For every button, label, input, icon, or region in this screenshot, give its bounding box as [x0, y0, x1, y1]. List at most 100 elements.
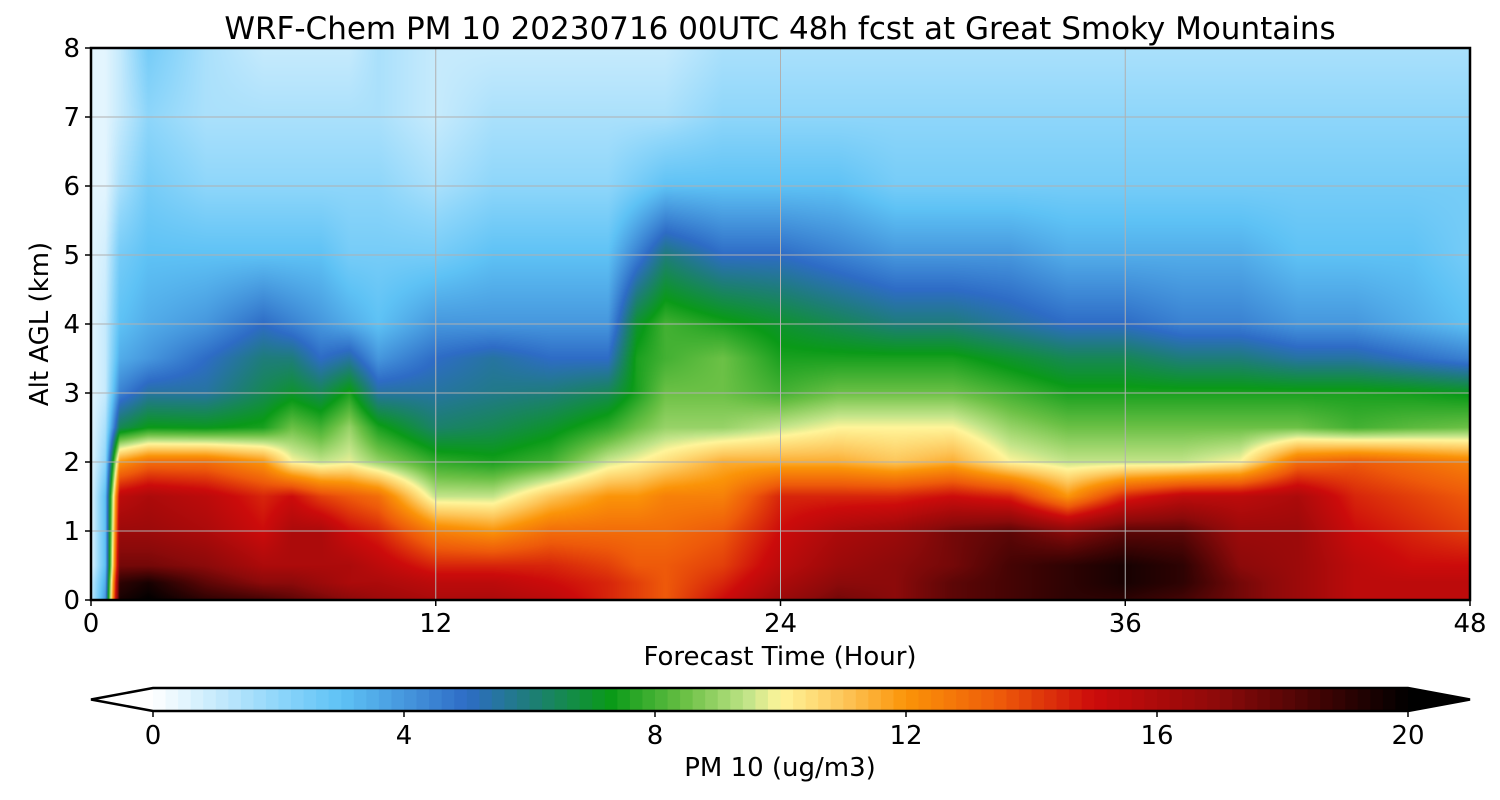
colorbar-segment — [780, 688, 794, 711]
colorbar-segment — [228, 688, 242, 711]
colorbar-segment — [1345, 688, 1359, 711]
colorbar-segment — [968, 688, 982, 711]
colorbar-segment — [366, 688, 380, 711]
colorbar-tick-label: 20 — [1391, 721, 1424, 751]
colorbar-segment — [341, 688, 355, 711]
colorbar-segment — [278, 688, 292, 711]
colorbar-segment — [805, 688, 819, 711]
colorbar-segment — [1157, 688, 1171, 711]
colorbar-segment — [793, 688, 807, 711]
colorbar-extend-high — [1408, 688, 1470, 711]
colorbar-segment — [429, 688, 443, 711]
y-tick-label: 6 — [63, 172, 80, 202]
colorbar-extend-low — [91, 688, 153, 711]
colorbar-segment — [667, 688, 681, 711]
colorbar-segment — [1031, 688, 1045, 711]
colorbar-tick-label: 4 — [396, 721, 413, 751]
colorbar-segment — [880, 688, 895, 711]
colorbar-segment — [529, 688, 543, 711]
colorbar-segment — [316, 688, 330, 711]
x-tick-label: 0 — [83, 609, 100, 639]
y-tick-label: 8 — [63, 34, 80, 64]
colorbar-segment — [1006, 688, 1020, 711]
colorbar-segment — [542, 688, 556, 711]
colorbar-segment — [843, 688, 857, 711]
colorbar-segment — [291, 688, 305, 711]
colorbar-segment — [1207, 688, 1221, 711]
colorbar-segment — [717, 688, 731, 711]
colorbar-segment — [1182, 688, 1196, 711]
colorbar-segment — [178, 688, 192, 711]
colorbar-segment — [1332, 688, 1346, 711]
colorbar-segment — [742, 688, 756, 711]
y-tick-label: 5 — [63, 241, 80, 271]
colorbar-segment — [1018, 688, 1033, 711]
colorbar-segment — [629, 688, 644, 711]
colorbar-segment — [1382, 688, 1397, 711]
colorbar-segment — [441, 688, 455, 711]
colorbar-segment — [353, 688, 367, 711]
chart-title: WRF-Chem PM 10 20230716 00UTC 48h fcst a… — [224, 11, 1335, 47]
colorbar-segment — [1169, 688, 1183, 711]
colorbar-segment — [592, 688, 606, 711]
colorbar-segment — [1269, 688, 1284, 711]
colorbar-ticks: 0 4 8 12 16 20 — [145, 711, 1425, 751]
colorbar-segment — [931, 688, 945, 711]
y-tick-label: 3 — [63, 379, 80, 409]
colorbar-segment — [1307, 688, 1321, 711]
colorbar-segment — [767, 688, 782, 711]
colorbar-segment — [830, 688, 844, 711]
colorbar-segment — [943, 688, 957, 711]
y-axis-label: Alt AGL (km) — [25, 242, 55, 406]
colorbar-tick-label: 0 — [145, 721, 162, 751]
colorbar-segment — [1094, 688, 1108, 711]
colorbar-segment — [906, 688, 920, 711]
colorbar-segment — [981, 688, 995, 711]
y-tick-label: 2 — [63, 448, 80, 478]
x-axis-ticks: 0 12 24 36 48 — [83, 600, 1487, 639]
colorbar-segment — [253, 688, 267, 711]
colorbar-segment — [378, 688, 393, 711]
x-tick-label: 24 — [764, 609, 797, 639]
colorbar-segment — [868, 688, 882, 711]
colorbar-segment — [1081, 688, 1095, 711]
colorbar-segment — [1144, 688, 1158, 711]
colorbar-segment — [303, 688, 317, 711]
y-tick-label: 1 — [63, 517, 80, 547]
colorbar-segment — [818, 688, 832, 711]
colorbar-segment — [1119, 688, 1133, 711]
y-axis-ticks: 0 1 2 3 4 5 6 7 8 — [63, 34, 91, 616]
colorbar-segment — [240, 688, 254, 711]
colorbar-segment — [554, 688, 568, 711]
colorbar-segment — [1244, 688, 1258, 711]
colorbar-segment — [416, 688, 430, 711]
colorbar-segment — [1069, 688, 1083, 711]
x-tick-label: 48 — [1453, 609, 1486, 639]
colorbar-segment — [680, 688, 694, 711]
colorbar-segment — [328, 688, 342, 711]
colorbar-segment — [1194, 688, 1208, 711]
colorbar-segment — [642, 688, 656, 711]
colorbar-segment — [265, 688, 280, 711]
colorbar-segment — [215, 688, 229, 711]
colorbar-segment — [604, 688, 618, 711]
colorbar-segment — [1219, 688, 1233, 711]
colorbar-segment — [1106, 688, 1120, 711]
colorbar-segment — [1295, 688, 1309, 711]
colorbar-segment — [404, 688, 418, 711]
colorbar-tick-label: 12 — [889, 721, 922, 751]
colorbar-segment — [1357, 688, 1371, 711]
colorbar-segment — [153, 688, 167, 711]
colorbar-segment — [1131, 688, 1146, 711]
colorbar-segment — [479, 688, 493, 711]
colorbar-segment — [730, 688, 744, 711]
colorbar-segment — [491, 688, 505, 711]
colorbar-segment — [203, 688, 217, 711]
x-axis-label: Forecast Time (Hour) — [643, 642, 916, 672]
colorbar — [90, 686, 1471, 713]
colorbar-segment — [567, 688, 581, 711]
y-tick-label: 0 — [63, 586, 80, 616]
colorbar-segment — [855, 688, 869, 711]
colorbar-segment — [516, 688, 531, 711]
